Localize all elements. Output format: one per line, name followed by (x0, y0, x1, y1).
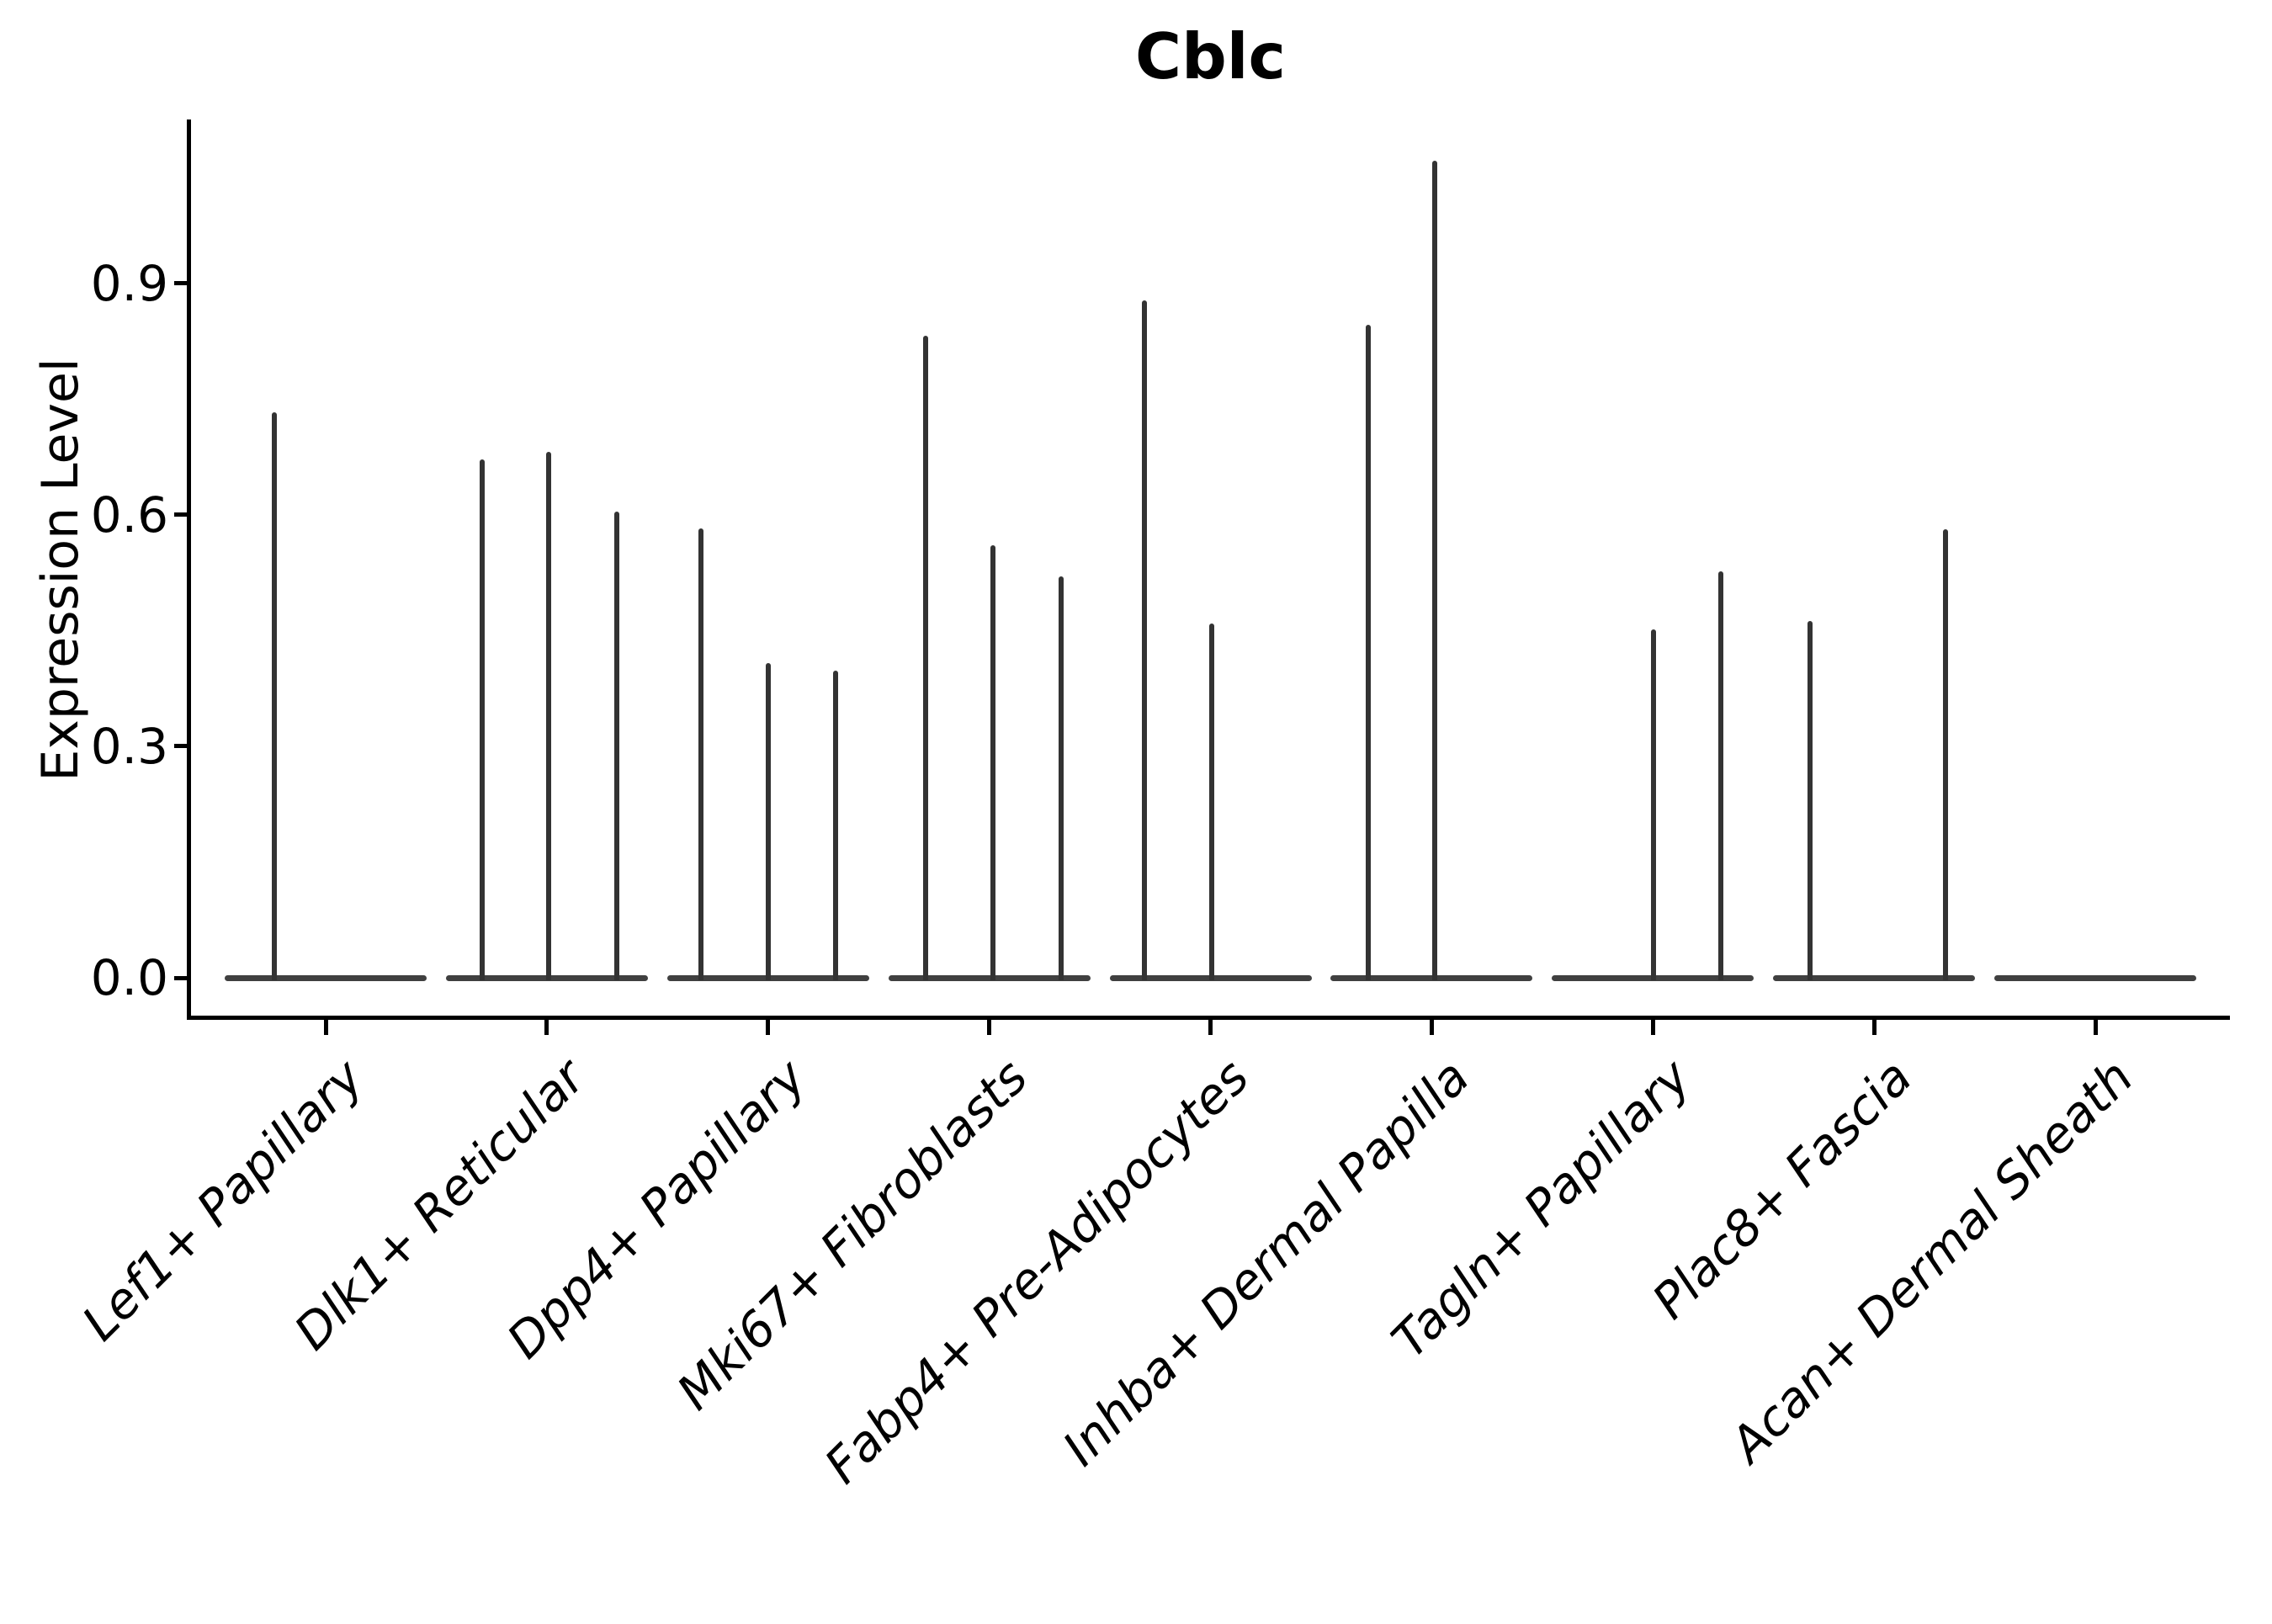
violin-base (888, 974, 1091, 981)
violin-spike (832, 671, 838, 980)
x-tick (987, 1020, 992, 1035)
violin-base (225, 974, 427, 981)
violin-spike (1432, 161, 1438, 980)
violin-spike (698, 528, 703, 980)
y-axis-line (187, 119, 191, 1018)
y-tick-label: 0.3 (90, 717, 168, 775)
violin-spike (1141, 300, 1147, 980)
chart-title: Cblc (1135, 19, 1286, 93)
y-tick-label: 0.9 (90, 254, 168, 312)
violin-base (1330, 974, 1533, 981)
x-tick (323, 1020, 328, 1035)
violin-base (1994, 974, 2196, 981)
y-axis-label: Expression Level (31, 358, 90, 782)
y-tick-label: 0.6 (90, 486, 168, 544)
violin-spike (922, 336, 928, 980)
violin-spike (613, 512, 619, 980)
violin-spike (1208, 624, 1214, 980)
x-tick (1208, 1020, 1213, 1035)
y-tick (174, 512, 191, 517)
violin-spike (1943, 529, 1949, 980)
x-tick (2093, 1020, 2098, 1035)
violin-spike (990, 544, 995, 980)
violin-spike (1718, 571, 1724, 980)
y-tick (174, 744, 191, 749)
x-tick (766, 1020, 771, 1035)
x-axis-line (187, 1016, 2230, 1020)
violin-spike (272, 412, 277, 980)
violin-spike (765, 662, 771, 980)
violin-spike (1058, 576, 1064, 980)
y-tick (174, 975, 191, 980)
x-tick (544, 1020, 549, 1035)
violin-spike (1808, 620, 1813, 980)
y-tick (174, 281, 191, 286)
violin-spike (479, 459, 485, 980)
y-tick-label: 0.0 (90, 949, 168, 1006)
violin-spike (1366, 324, 1372, 980)
violin-plot-figure: Cblc Expression Level 0.0 0.3 0.6 0.9 Lef1+ … (31, 19, 2230, 1494)
x-tick (1429, 1020, 1434, 1035)
x-tick (1871, 1020, 1877, 1035)
violin-spike (1651, 629, 1657, 980)
x-tick (1650, 1020, 1655, 1035)
violin-base (1773, 974, 1976, 981)
violin-spike (545, 451, 551, 980)
